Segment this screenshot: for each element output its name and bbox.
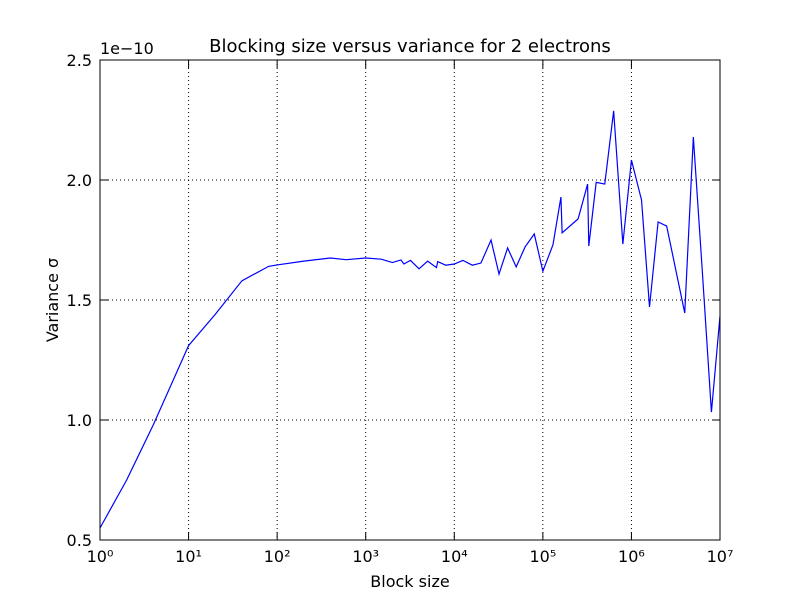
data-line bbox=[99, 110, 721, 529]
y-axis-label: Variance σ bbox=[43, 258, 62, 342]
x-tick-label: 10⁶ bbox=[618, 547, 645, 566]
chart-title: Blocking size versus variance for 2 elec… bbox=[209, 36, 611, 57]
y-tick-label: 2.0 bbox=[67, 171, 92, 190]
x-tick-label: 10⁷ bbox=[707, 547, 734, 566]
y-tick-label: 0.5 bbox=[67, 531, 92, 550]
x-tick-label: 10⁰ bbox=[87, 547, 114, 566]
y-offset-label: 1e−10 bbox=[100, 39, 154, 58]
x-tick-label: 10¹ bbox=[175, 547, 202, 566]
x-axis-label: Block size bbox=[370, 572, 449, 591]
x-tick-label: 10⁵ bbox=[529, 547, 556, 566]
plot-frame bbox=[99, 59, 721, 541]
y-tick-label: 1.5 bbox=[67, 291, 92, 310]
x-tick-label: 10³ bbox=[352, 547, 379, 566]
x-tick-label: 10² bbox=[264, 547, 291, 566]
x-tick-label: 10⁴ bbox=[441, 547, 468, 566]
y-tick-label: 2.5 bbox=[67, 51, 92, 70]
y-tick-label: 1.0 bbox=[67, 411, 92, 430]
